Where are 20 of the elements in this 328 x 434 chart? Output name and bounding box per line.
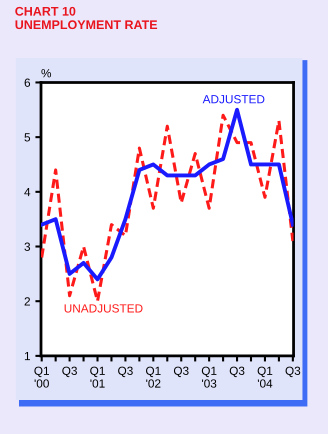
y-tick-label: 4 — [24, 188, 30, 196]
x-tick-label: Q3 — [118, 366, 133, 378]
x-tick-label: Q1 '03 — [202, 366, 216, 388]
x-tick-label: Q1 '02 — [146, 366, 161, 388]
y-tick-label: 3 — [24, 242, 30, 251]
x-tick-label: Q3 — [286, 366, 300, 378]
x-tick-label: Q3 — [174, 366, 189, 378]
x-tick-label: Q1 '01 — [90, 366, 105, 388]
y-tick-label: 1 — [24, 352, 30, 360]
series-label: UNADJUSTED — [64, 304, 143, 313]
chart-title: CHART 10 UNEMPLOYMENT RATE — [15, 6, 158, 30]
x-tick-label: Q3 — [230, 366, 244, 378]
y-tick-label: 6 — [24, 78, 30, 87]
x-tick-label: Q3 — [62, 366, 77, 378]
y-tick-label: 5 — [24, 133, 30, 142]
y-axis-title: % — [41, 69, 52, 78]
series-label: ADJUSTED — [202, 95, 264, 104]
x-tick-label: Q1 '00 — [34, 366, 49, 388]
x-tick-label: Q1 '04 — [258, 366, 272, 388]
y-tick-label: 2 — [24, 297, 30, 306]
